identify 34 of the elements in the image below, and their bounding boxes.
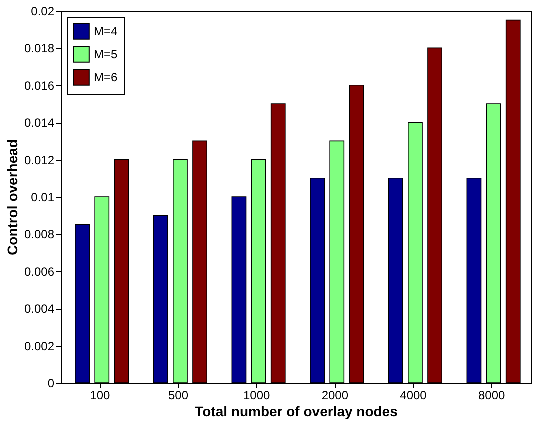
x-tick-label: 8000 (478, 388, 506, 402)
bar (506, 20, 521, 384)
y-tick-label: 0.012 (24, 153, 55, 168)
y-tick-label: 0.006 (24, 264, 55, 279)
x-axis-title: Total number of overlay nodes (195, 404, 398, 420)
x-tick-label: 4000 (400, 388, 428, 402)
y-tick-label: 0.016 (24, 78, 55, 93)
bar (388, 178, 404, 384)
bar (466, 178, 482, 384)
bar (310, 178, 325, 384)
bar (153, 215, 168, 384)
y-axis-title: Control overhead (4, 140, 20, 256)
legend-label: M=5 (94, 48, 118, 62)
bar (75, 224, 90, 384)
x-tick-label: 500 (168, 388, 189, 402)
x-tick-label: 2000 (322, 388, 349, 402)
y-tick-label: 0.018 (24, 42, 55, 56)
y-tick-label: 0.004 (24, 302, 55, 316)
bar (270, 104, 286, 384)
y-tick-label: 0.008 (24, 228, 55, 242)
y-tick-label: 0.002 (24, 339, 55, 354)
x-tick-label: 1000 (243, 388, 271, 402)
bar (349, 85, 364, 384)
y-tick-label: 0 (48, 376, 55, 390)
legend-label: M=6 (94, 70, 118, 84)
y-tick-label: 0.014 (24, 116, 55, 130)
y-tick-label: 0.01 (31, 190, 55, 204)
bar (114, 159, 130, 384)
bar (428, 48, 442, 384)
bar (192, 140, 208, 384)
bar (232, 196, 247, 384)
legend-label: M=4 (94, 24, 118, 38)
y-tick-label: 0.02 (31, 4, 55, 18)
x-tick-label: 100 (90, 388, 110, 402)
